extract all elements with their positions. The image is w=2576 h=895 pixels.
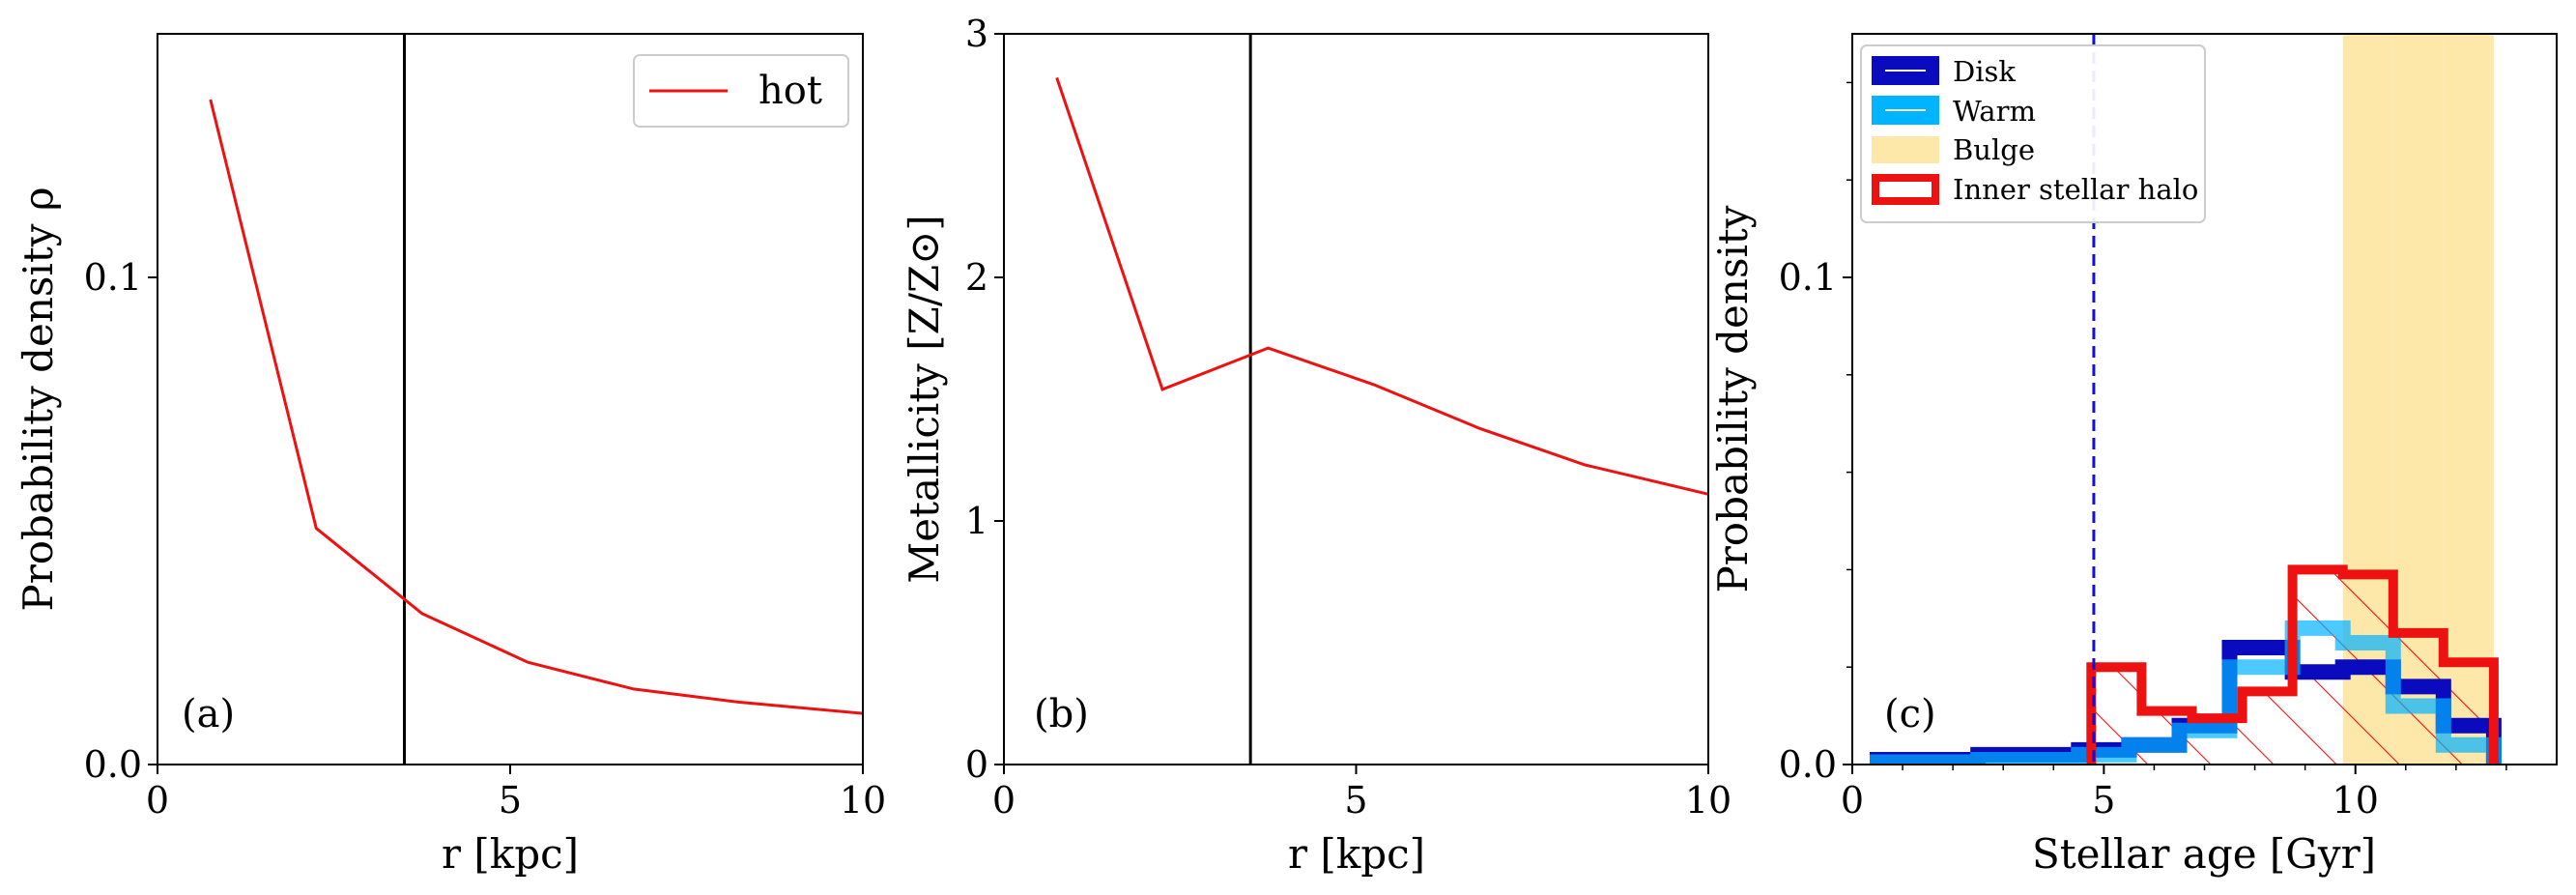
- halo-step: [2086, 564, 2499, 765]
- panel-a-legend-hot: hot: [758, 69, 822, 113]
- panel-b-ytick-label: 3: [965, 13, 988, 55]
- legend-bulge-label: Bulge: [1953, 133, 2035, 166]
- panel-c-legend-box: [1860, 44, 2206, 223]
- panel-b: (b) r [kpc] Metallicity [Z/Z⊙]: [901, 34, 1709, 878]
- panel-b-xlabel: r [kpc]: [1288, 830, 1425, 878]
- panel-c-letter: (c): [1884, 692, 1936, 736]
- panel-a-xtick-label: 10: [840, 779, 886, 822]
- panel-c-xtick-label: 10: [2333, 779, 2379, 822]
- panel-b-line-hot: [1055, 76, 1709, 496]
- legend-halo-label: Inner stellar halo: [1953, 173, 2198, 206]
- panel-a-xtick-label: 5: [499, 779, 522, 822]
- legend-bulge-swatch: [1872, 136, 1939, 163]
- panel-b-ytick-label: 2: [965, 256, 988, 299]
- panel-c-ylabel: Probability density: [1709, 205, 1757, 592]
- panel-b-xtick-label: 0: [992, 779, 1016, 822]
- panel-a-letter: (a): [182, 692, 235, 736]
- panel-b-plot: [1055, 34, 1709, 765]
- warm-step: [1870, 620, 2502, 765]
- bulge-bar: [2443, 34, 2494, 765]
- panel-b-ytick-label: 1: [965, 500, 988, 542]
- panel-a-line-hot: [209, 99, 864, 715]
- panel-c-xtick-label: 5: [2092, 779, 2115, 822]
- panel-c-plot: [1870, 34, 2502, 765]
- panel-c-frame: [1851, 33, 2558, 765]
- panel-a-xtick-label: 0: [146, 779, 169, 822]
- panel-a-ylabel: Probability density ρ: [14, 187, 62, 611]
- legend-disk-label: Disk: [1953, 55, 2016, 88]
- panel-c-legend: Disk Warm Bulge Inner stellar halo: [1860, 44, 2206, 223]
- panel-a-ytick-label: 0.1: [84, 256, 142, 299]
- panel-c-ytick-label: 0.0: [1779, 743, 1837, 786]
- panel-b-ytick-label: 0: [965, 743, 988, 786]
- panel-a-frame: [157, 33, 864, 765]
- panel-b-frame: [1003, 33, 1709, 765]
- panel-a: (a) r [kpc] Probability density ρ hot: [14, 34, 864, 878]
- panel-c: (c) Stellar age [Gyr] Probability densit…: [1709, 34, 2502, 878]
- panel-a-plot: [209, 34, 864, 765]
- panel-b-xtick-label: 10: [1685, 779, 1732, 822]
- panel-b-letter: (b): [1034, 692, 1089, 736]
- panel-c-xlabel: Stellar age [Gyr]: [2032, 830, 2376, 878]
- legend-halo-swatch: [1872, 174, 1939, 205]
- panel-c-xtick-label: 0: [1841, 779, 1864, 822]
- legend-warm-label: Warm: [1953, 95, 2036, 128]
- panel-a-legend: hot: [633, 54, 849, 128]
- panel-a-ytick-label: 0.0: [84, 743, 142, 786]
- panel-a-legend-box: [633, 54, 849, 128]
- panel-b-ylabel: Metallicity [Z/Z⊙]: [901, 215, 948, 583]
- panel-a-xlabel: r [kpc]: [442, 830, 579, 878]
- panel-c-ytick-label: 0.1: [1779, 256, 1837, 299]
- panel-b-xtick-label: 5: [1344, 779, 1367, 822]
